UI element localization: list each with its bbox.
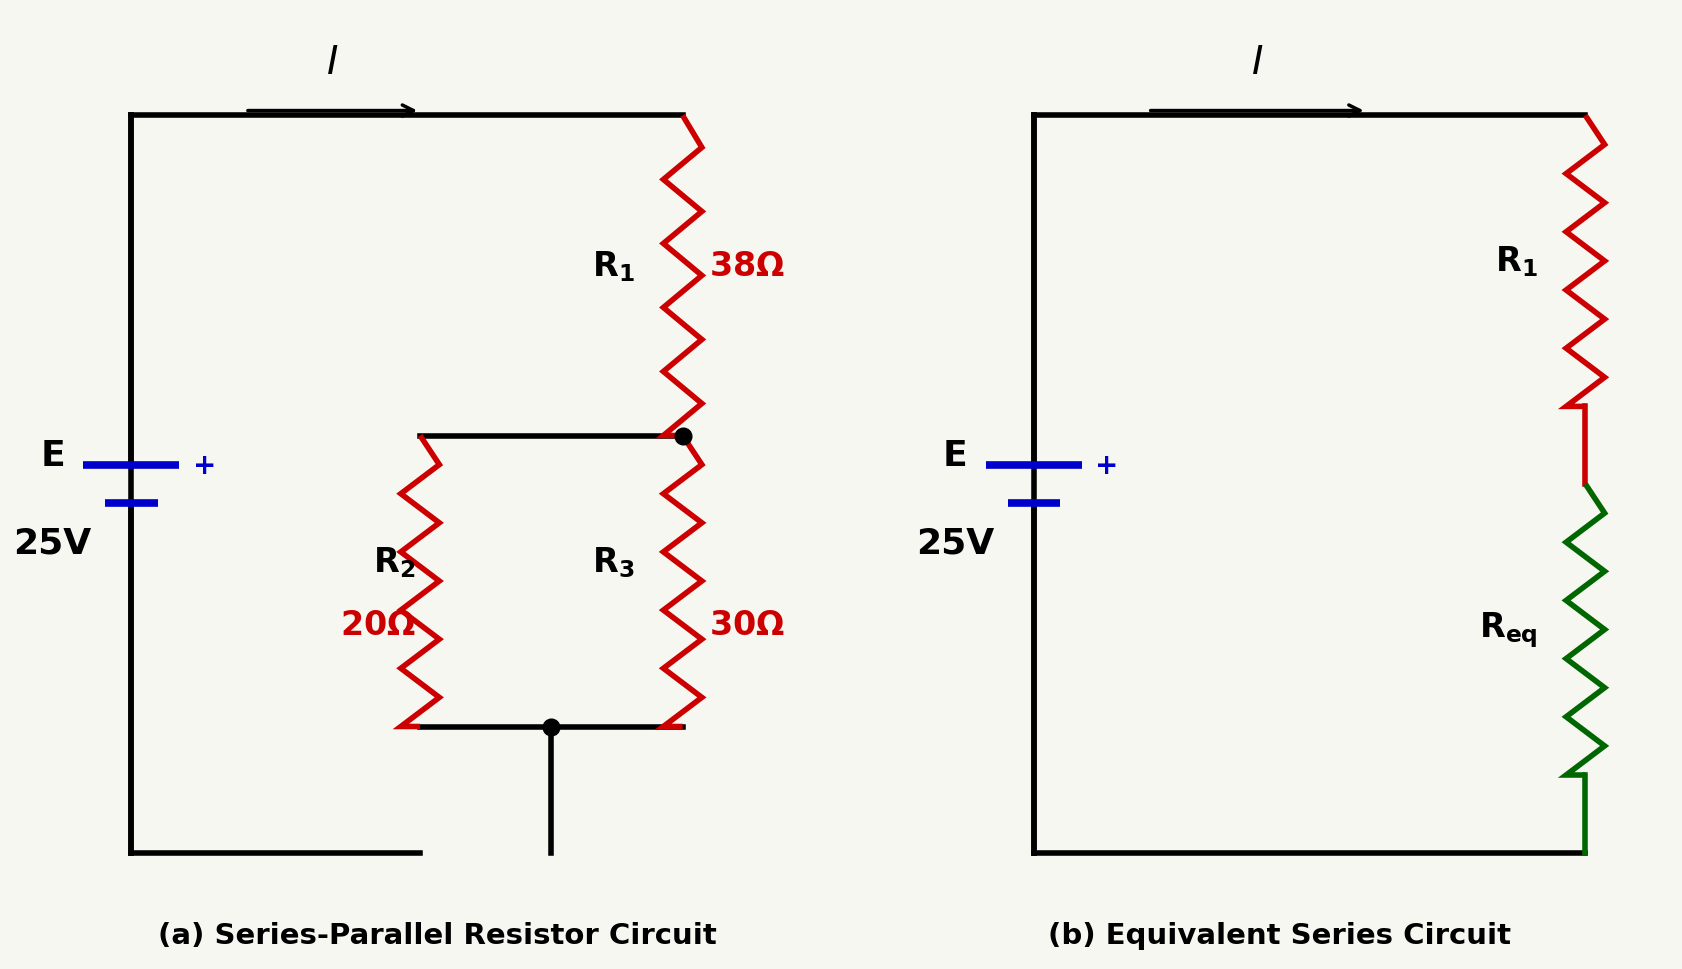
Text: $\mathbf{38\Omega}$: $\mathbf{38\Omega}$ bbox=[708, 250, 784, 283]
Text: 25V: 25V bbox=[915, 525, 994, 560]
Text: (b) Equivalent Series Circuit: (b) Equivalent Series Circuit bbox=[1046, 922, 1510, 949]
Text: $\mathbf{R_1}$: $\mathbf{R_1}$ bbox=[1494, 244, 1536, 279]
Text: E: E bbox=[40, 438, 66, 473]
Text: $\mathit{I}$: $\mathit{I}$ bbox=[326, 45, 338, 82]
Text: 25V: 25V bbox=[13, 525, 91, 560]
Text: $\mathbf{R_1}$: $\mathbf{R_1}$ bbox=[592, 249, 634, 284]
Text: +: + bbox=[1095, 452, 1119, 479]
Text: E: E bbox=[942, 438, 967, 473]
Text: (a) Series-Parallel Resistor Circuit: (a) Series-Parallel Resistor Circuit bbox=[158, 922, 717, 949]
Text: $\mathbf{20\Omega}$: $\mathbf{20\Omega}$ bbox=[340, 609, 415, 641]
Text: $\mathbf{R_3}$: $\mathbf{R_3}$ bbox=[592, 545, 634, 579]
Text: $\mathbf{R_2}$: $\mathbf{R_2}$ bbox=[373, 545, 415, 579]
Text: $\mathbf{R_{eq}}$: $\mathbf{R_{eq}}$ bbox=[1478, 610, 1536, 650]
Text: +: + bbox=[192, 452, 215, 479]
Text: $\mathbf{30\Omega}$: $\mathbf{30\Omega}$ bbox=[708, 609, 784, 641]
Text: $\mathit{I}$: $\mathit{I}$ bbox=[1250, 45, 1263, 82]
